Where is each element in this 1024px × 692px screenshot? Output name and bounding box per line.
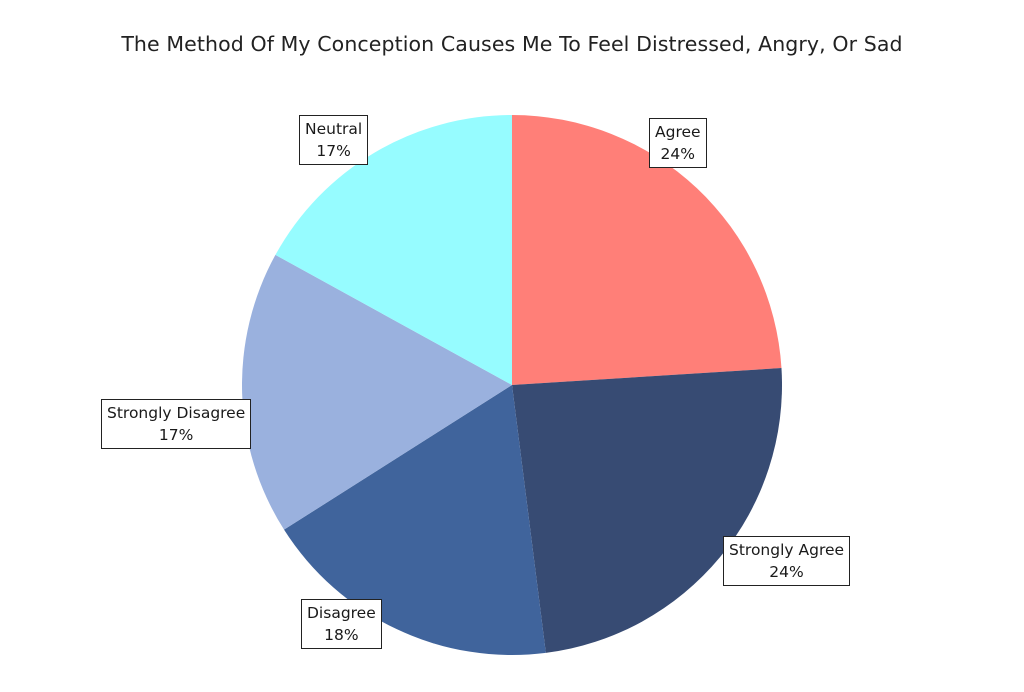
slice-label-disagree: Disagree 18% [301, 599, 382, 649]
pie-slice-disagree [284, 385, 546, 655]
slice-label-strongly-agree: Strongly Agree 24% [723, 536, 851, 586]
pie-slice-strongly-agree [512, 368, 783, 653]
slice-label-value: 24% [660, 145, 695, 163]
slice-label-name: Strongly Agree [729, 541, 845, 559]
slice-label-name: Disagree [307, 604, 376, 622]
slice-label-name: Neutral [305, 120, 363, 138]
slice-label-name: Agree [655, 123, 701, 141]
slice-label-value: 17% [316, 142, 351, 160]
slice-label-name: Strongly Disagree [107, 404, 246, 422]
slice-label-value: 18% [324, 626, 359, 644]
pie-slice-strongly-disagree [242, 254, 512, 530]
pie-slice-neutral [275, 115, 512, 385]
slice-label-agree: Agree 24% [649, 118, 707, 168]
slice-label-strongly-disagree: Strongly Disagree 17% [101, 399, 252, 449]
slice-label-neutral: Neutral 17% [299, 115, 369, 165]
slice-label-value: 24% [769, 563, 804, 581]
slice-label-value: 17% [158, 426, 194, 444]
pie-slice-agree [512, 115, 782, 385]
chart-title: The Method Of My Conception Causes Me To… [121, 32, 903, 56]
